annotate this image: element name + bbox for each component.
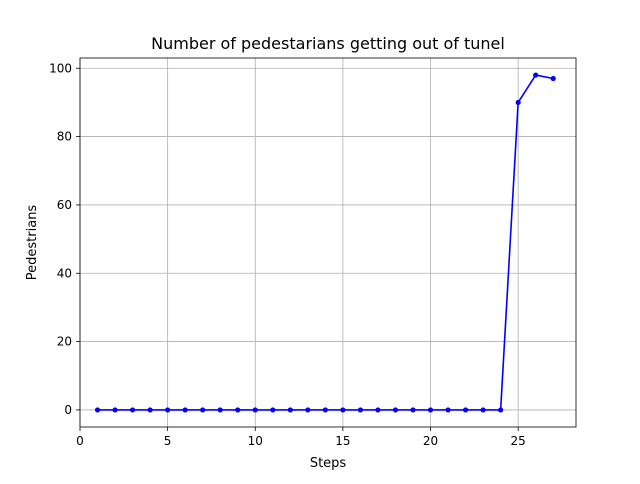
data-point-marker xyxy=(217,407,223,413)
x-tick-label: 15 xyxy=(335,434,350,448)
y-tick-label: 100 xyxy=(49,61,72,75)
x-tick-label: 5 xyxy=(164,434,172,448)
data-point-marker xyxy=(270,407,276,413)
data-point-marker xyxy=(462,407,469,413)
data-point-marker xyxy=(322,407,328,413)
grid-layer xyxy=(79,58,576,427)
data-point-marker xyxy=(252,407,258,413)
plot-area-frame xyxy=(79,57,577,428)
series-line xyxy=(97,74,554,411)
data-point-marker xyxy=(94,407,101,413)
y-tick-label: 80 xyxy=(57,130,72,144)
y-axis-label: Pedestrians xyxy=(25,205,40,281)
data-point-marker xyxy=(445,407,451,413)
y-tick-label: 40 xyxy=(57,266,72,280)
tick-layer: 0 5 10 15 20 25 0 20 40 60 80 100 xyxy=(49,61,526,448)
data-point-marker xyxy=(182,407,188,413)
data-point-marker xyxy=(235,407,241,413)
data-point-marker xyxy=(165,407,171,413)
data-point-marker xyxy=(533,72,539,78)
chart-title: Number of pedestarians getting out of tu… xyxy=(151,34,505,53)
data-point-marker xyxy=(147,407,153,413)
data-point-marker xyxy=(129,407,136,413)
data-point-marker xyxy=(200,407,206,413)
y-tick-label: 60 xyxy=(57,198,72,212)
data-point-marker xyxy=(305,407,311,413)
x-tick-label: 25 xyxy=(511,434,526,448)
data-point-marker xyxy=(287,407,293,413)
data-point-marker xyxy=(427,407,434,413)
data-point-marker xyxy=(498,407,504,413)
y-tick-label: 20 xyxy=(57,335,72,349)
x-tick-label: 10 xyxy=(248,434,263,448)
data-point-marker xyxy=(392,407,399,413)
data-point-marker xyxy=(112,407,118,413)
data-point-marker xyxy=(375,407,381,413)
data-point-marker xyxy=(410,407,416,413)
x-axis-label: Steps xyxy=(310,456,347,471)
series-layer xyxy=(94,72,556,413)
x-tick-label: 0 xyxy=(76,434,84,448)
data-point-marker xyxy=(480,407,486,413)
x-tick-label: 20 xyxy=(423,434,438,448)
data-point-marker xyxy=(340,407,346,413)
data-point-marker xyxy=(550,75,556,82)
y-tick-label: 0 xyxy=(64,403,72,417)
data-point-marker xyxy=(357,407,364,413)
data-point-marker xyxy=(515,99,521,106)
